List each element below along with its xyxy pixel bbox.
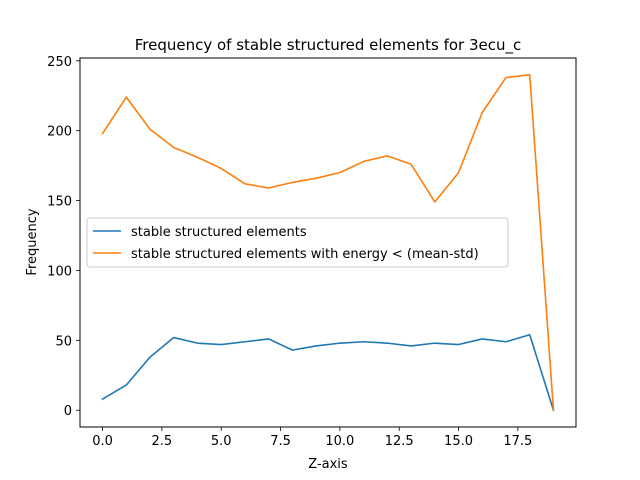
series-line-2 — [101, 73, 555, 412]
plot-area-frame — [79, 57, 577, 428]
y-tick-label: 50 — [55, 334, 72, 349]
legend: stable structured elements stable struct… — [86, 217, 509, 268]
y-tick-label: 200 — [47, 125, 72, 140]
y-tick-label: 0 — [64, 404, 72, 419]
legend-frame — [86, 217, 509, 268]
series-layer — [101, 73, 555, 412]
x-tick-label: 5.0 — [211, 434, 232, 449]
y-axis-label: Frequency — [25, 208, 40, 275]
series-line-1 — [101, 333, 555, 412]
x-tick-label: 2.5 — [152, 434, 173, 449]
x-tick-label: 7.5 — [270, 434, 291, 449]
y-tick-label: 150 — [47, 195, 72, 210]
x-tick-label: 12.5 — [385, 434, 414, 449]
legend-label-series-2: stable structured elements with energy <… — [131, 247, 479, 262]
x-tick-label: 10.0 — [325, 434, 354, 449]
legend-label-series-1: stable structured elements — [131, 225, 307, 240]
chart-title: Frequency of stable structured elements … — [135, 36, 522, 55]
x-axis: 0.0 2.5 5.0 7.5 10.0 12.5 15.0 17.5 — [92, 427, 532, 449]
y-axis: 0 50 100 150 200 250 — [47, 55, 80, 419]
y-tick-label: 250 — [47, 55, 72, 70]
x-axis-label: Z-axis — [308, 457, 348, 472]
x-tick-label: 0.0 — [92, 434, 113, 449]
y-tick-label: 100 — [47, 264, 72, 279]
x-tick-label: 15.0 — [444, 434, 473, 449]
x-tick-label: 17.5 — [503, 434, 532, 449]
